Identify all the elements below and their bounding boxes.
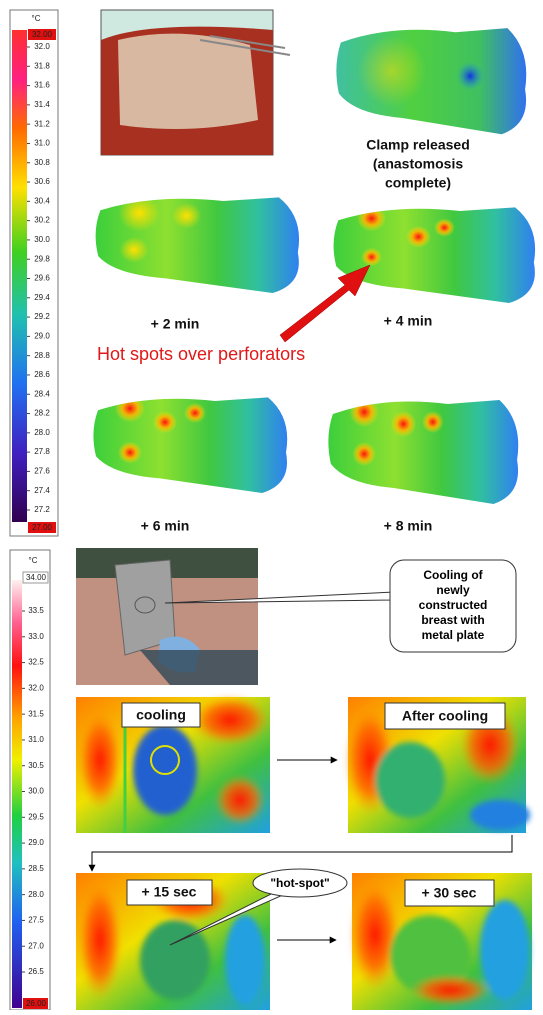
- scale-max: 32.00: [32, 30, 53, 39]
- scale-label: 29.2: [34, 312, 50, 321]
- scale-label: 28.2: [34, 409, 50, 418]
- scale-label: 26.5: [28, 967, 44, 976]
- thermal-flap: [328, 397, 518, 504]
- scale-unit: °C: [29, 556, 38, 565]
- callout-line: Cooling of: [423, 568, 483, 582]
- color-bar: [12, 30, 27, 522]
- callout-line: newly: [436, 583, 470, 597]
- time-label: + 2 min: [151, 316, 200, 332]
- panel-label: + 15 sec: [142, 884, 197, 900]
- scale-label: 27.5: [28, 916, 44, 925]
- scale-label: 33.0: [28, 632, 44, 641]
- scale-label: 30.2: [34, 216, 50, 225]
- thermal-flap: [336, 28, 526, 134]
- callout-line: constructed: [419, 598, 488, 612]
- scale-label: 29.6: [34, 274, 50, 283]
- time-label: + 4 min: [384, 313, 433, 329]
- callout-line: metal plate: [422, 628, 485, 642]
- annotation: Hot spots over perforators: [97, 344, 305, 364]
- connector: [92, 835, 512, 871]
- scale-label: 27.2: [34, 505, 50, 514]
- scale-label: 29.0: [34, 331, 50, 340]
- scale-label: 28.5: [28, 864, 44, 873]
- scale-label: 31.4: [34, 100, 50, 109]
- scale-label: 30.0: [34, 235, 50, 244]
- scale-label: 33.5: [28, 606, 44, 615]
- scale-label: 31.0: [28, 735, 44, 744]
- scale-min: 27.00: [32, 523, 53, 532]
- scale-label: 28.0: [28, 890, 44, 899]
- scale-label: 31.8: [34, 61, 50, 70]
- scale-label: 31.2: [34, 119, 50, 128]
- caption-line: Clamp released: [366, 137, 470, 153]
- surgical-photo: [101, 10, 290, 155]
- color-bar: [12, 580, 22, 1008]
- panel-label: + 30 sec: [422, 885, 477, 901]
- scale-label: 31.5: [28, 709, 44, 718]
- scale-label: 28.8: [34, 351, 50, 360]
- scale-min: 26.00: [26, 999, 47, 1008]
- caption-line: (anastomosis: [373, 156, 463, 172]
- scale-label: 29.5: [28, 812, 44, 821]
- scale-label: 30.0: [28, 787, 44, 796]
- figure: °C 32.00 27.00 32.0 31.8 31.6 31.4 31.2 31.0 3…: [0, 0, 543, 1010]
- scale-label: 32.0: [28, 683, 44, 692]
- time-label: + 8 min: [384, 518, 433, 534]
- scale-label: 27.8: [34, 447, 50, 456]
- scale-label: 32.5: [28, 658, 44, 667]
- scale-label: 30.4: [34, 196, 50, 205]
- scale-label: 30.8: [34, 158, 50, 167]
- scale-label: 31.6: [34, 81, 50, 90]
- scale-label: 30.6: [34, 177, 50, 186]
- thermal-flap: [96, 195, 299, 293]
- scale-label: 28.6: [34, 370, 50, 379]
- scale-label: 28.4: [34, 389, 50, 398]
- scale-label: 31.0: [34, 139, 50, 148]
- scale-label: 29.8: [34, 254, 50, 263]
- panel-label: cooling: [136, 707, 186, 723]
- time-label: + 6 min: [141, 518, 190, 534]
- callout-text: "hot-spot": [270, 876, 329, 890]
- scale-label: 28.0: [34, 428, 50, 437]
- scale-label: 27.0: [28, 941, 44, 950]
- caption-line: complete): [385, 175, 451, 191]
- cooling-photo: [76, 548, 258, 685]
- scale-label: 27.4: [34, 486, 50, 495]
- scale-label: 29.0: [28, 838, 44, 847]
- scale-label: 27.6: [34, 467, 50, 476]
- scale-label: 29.4: [34, 293, 50, 302]
- panel-label: After cooling: [402, 708, 488, 724]
- scale-label: 32.0: [34, 42, 50, 51]
- thermal-flap: [334, 206, 536, 304]
- thermal-flap: [93, 395, 287, 493]
- scale-unit: °C: [32, 14, 41, 23]
- scale-label: 30.5: [28, 761, 44, 770]
- callout-line: breast with: [421, 613, 484, 627]
- scale-max: 34.00: [26, 573, 47, 582]
